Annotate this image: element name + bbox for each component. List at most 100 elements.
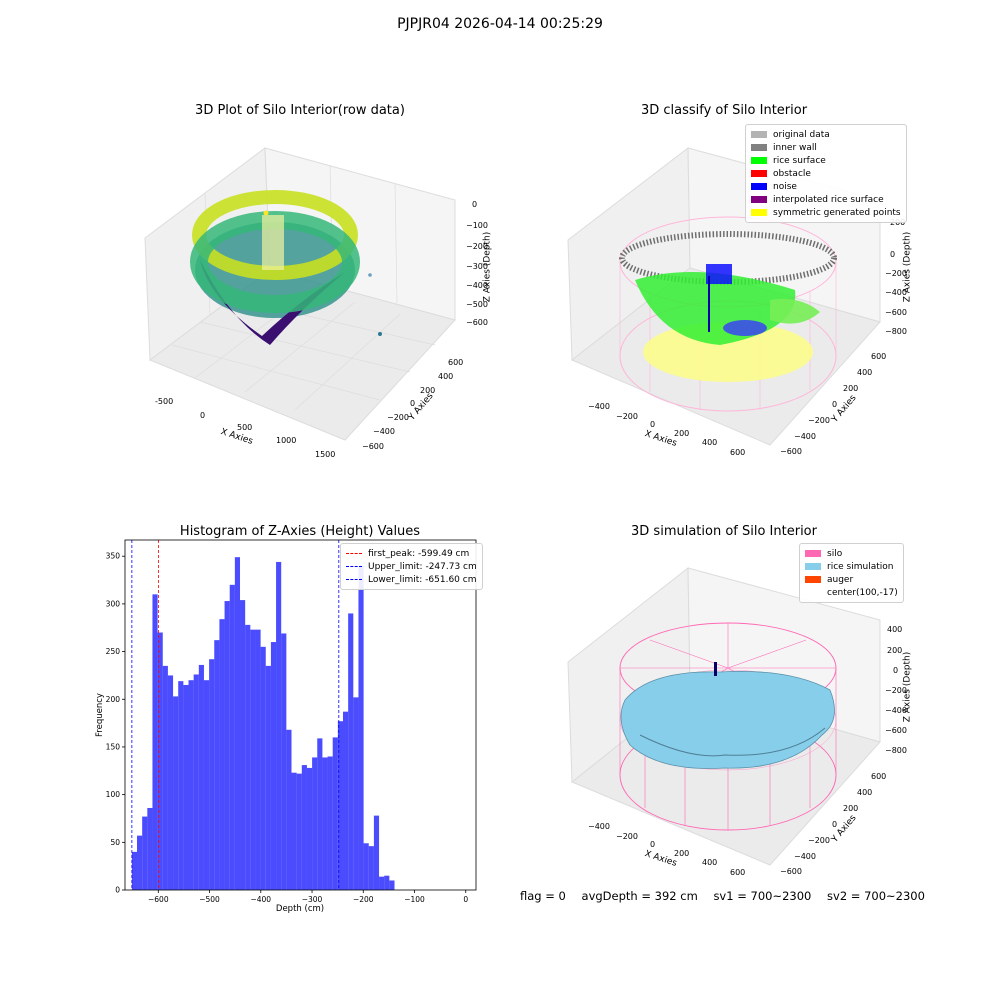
simulation-z-tick: 400 xyxy=(887,625,903,634)
y-tick-label: 200 xyxy=(106,695,121,704)
histogram-bar xyxy=(373,815,380,890)
raw-z-tick: −100 xyxy=(466,221,488,230)
raw-x-tick: 0 xyxy=(200,411,206,420)
legend-label: auger xyxy=(827,574,854,585)
legend-swatch xyxy=(751,144,767,151)
histogram-bar xyxy=(337,721,344,890)
classify-x-tick: 400 xyxy=(702,438,718,447)
legend-entry: inner wall xyxy=(751,141,901,154)
legend-label: Lower_limit: -651.60 cm xyxy=(368,574,477,585)
histogram-bar xyxy=(157,632,163,890)
legend-label: rice simulation xyxy=(827,561,894,572)
raw-y-tick: 600 xyxy=(448,358,464,367)
raw-x-tick: 500 xyxy=(237,423,253,432)
simulation-x-tick: 400 xyxy=(702,858,718,867)
simulation-x-tick: 600 xyxy=(730,868,746,877)
legend-swatch xyxy=(346,553,362,554)
histogram-bar xyxy=(296,773,302,890)
histogram-bar xyxy=(276,561,282,890)
histogram-bar xyxy=(291,772,297,890)
simulation-y-tick: 400 xyxy=(857,788,873,797)
histogram-bar xyxy=(162,665,168,890)
legend-label: noise xyxy=(773,181,797,192)
legend-label: Upper_limit: -247.73 cm xyxy=(368,561,477,572)
legend-entry: center(100,-17) xyxy=(805,586,898,599)
histogram-bar xyxy=(301,765,307,890)
figure-title: PJPJR04 2026-04-14 00:25:29 xyxy=(397,16,603,32)
simulation-z-tick: −200 xyxy=(885,686,907,695)
raw-y-tick: −400 xyxy=(373,427,395,436)
histogram-bar xyxy=(142,816,148,890)
raw-y-tick: −600 xyxy=(362,442,384,451)
classify-z-tick: 0 xyxy=(890,250,896,259)
histogram-x-axis-label: Depth (cm) xyxy=(276,904,324,914)
flag-text: flag = 0 xyxy=(520,889,566,903)
raw-3d-plot xyxy=(144,147,456,441)
raw-x-tick: 1000 xyxy=(276,436,297,445)
histogram-bar xyxy=(353,697,359,890)
histogram-bar xyxy=(281,633,287,890)
histogram-frame xyxy=(124,539,477,891)
histogram-y-axis-label: Frequency xyxy=(95,693,105,737)
histogram-bar xyxy=(368,846,374,890)
histogram-bar xyxy=(137,835,143,890)
legend-label: rice surface xyxy=(773,155,826,166)
simulation-y-tick: −400 xyxy=(794,852,816,861)
legend-entry: Upper_limit: -247.73 cm xyxy=(346,560,477,573)
legend-swatch xyxy=(805,576,821,583)
legend-entry: interpolated rice surface xyxy=(751,193,901,206)
y-tick-label: 0 xyxy=(115,886,120,895)
legend-swatch xyxy=(751,196,767,203)
histogram-bar xyxy=(203,680,210,890)
histogram-bar xyxy=(384,875,390,890)
classify-y-tick: −400 xyxy=(794,432,816,441)
simulation-x-tick: −400 xyxy=(588,822,610,831)
histogram-bar xyxy=(198,664,204,890)
histogram-bar xyxy=(260,646,266,890)
histogram-bar xyxy=(317,738,323,890)
legend-label: interpolated rice surface xyxy=(773,194,884,205)
legend-swatch xyxy=(751,131,767,138)
histogram-bar xyxy=(147,807,153,890)
histogram-bar xyxy=(188,680,194,890)
histogram-bar xyxy=(131,851,138,890)
classify-y-tick: 0 xyxy=(832,400,838,409)
histogram-legend: first_peak: -599.49 cm Upper_limit: -247… xyxy=(340,543,483,590)
sv2-text: sv2 = 700~2300 xyxy=(827,889,925,903)
y-tick-label: 350 xyxy=(106,552,121,561)
legend-label: symmetric generated points xyxy=(773,207,901,218)
legend-swatch xyxy=(805,550,821,557)
histogram-bar xyxy=(167,675,174,890)
x-tick-label: −500 xyxy=(199,895,220,904)
histogram-bar xyxy=(322,757,328,890)
simulation-z-tick: 0 xyxy=(893,666,899,675)
histogram-bar xyxy=(193,674,199,890)
legend-entry: auger xyxy=(805,573,898,586)
simulation-z-tick: 200 xyxy=(887,646,903,655)
classify-x-tick: −200 xyxy=(616,412,638,421)
histogram-bar xyxy=(219,619,225,890)
raw-y-tick: 400 xyxy=(438,372,454,381)
classify-x-tick: −400 xyxy=(588,402,610,411)
legend-entry: original data xyxy=(751,128,901,141)
raw-y-tick: 0 xyxy=(410,399,416,408)
histogram-bar xyxy=(332,737,338,890)
histogram-bar xyxy=(224,601,230,890)
histogram-bar xyxy=(327,756,333,890)
simulation-y-tick: −200 xyxy=(808,836,830,845)
sv1-text: sv1 = 700~2300 xyxy=(713,889,812,903)
legend-label: first_peak: -599.49 cm xyxy=(368,548,470,559)
raw-z-tick: −200 xyxy=(466,242,488,251)
legend-entry: symmetric generated points xyxy=(751,206,901,219)
histogram-bar xyxy=(234,557,241,890)
histogram-bar xyxy=(178,681,184,890)
legend-entry: rice simulation xyxy=(805,560,898,573)
classify-y-tick: 600 xyxy=(871,352,887,361)
classify-x-tick: 0 xyxy=(650,420,656,429)
y-tick-label: 300 xyxy=(106,599,121,608)
simulation-x-tick: −200 xyxy=(616,832,638,841)
y-tick-label: 150 xyxy=(106,742,121,751)
histogram-bar xyxy=(152,594,158,890)
histogram-bar xyxy=(214,640,220,890)
